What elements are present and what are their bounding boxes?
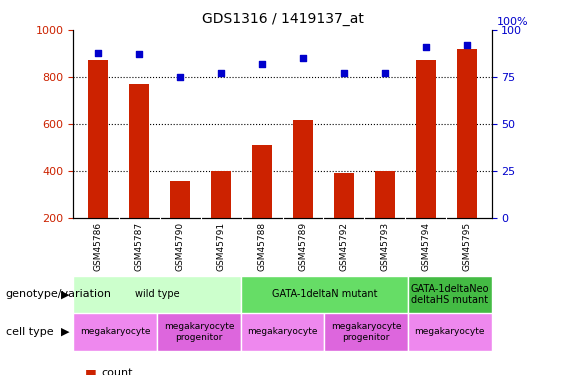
Bar <box>211 171 231 217</box>
Text: 100%: 100% <box>497 17 529 27</box>
Text: GATA-1deltaN mutant: GATA-1deltaN mutant <box>272 290 377 299</box>
Point <box>380 70 389 76</box>
Text: megakaryocyte: megakaryocyte <box>415 327 485 336</box>
Text: count: count <box>102 368 133 375</box>
Text: GSM45789: GSM45789 <box>298 222 307 271</box>
Bar <box>252 145 272 218</box>
Text: GSM45792: GSM45792 <box>340 222 349 271</box>
Text: ■: ■ <box>85 367 97 375</box>
Point <box>421 44 431 50</box>
Point <box>258 61 267 67</box>
Text: GSM45793: GSM45793 <box>380 222 389 271</box>
Point <box>298 55 307 61</box>
FancyBboxPatch shape <box>157 313 241 351</box>
Text: megakaryocyte: megakaryocyte <box>80 327 150 336</box>
Text: wild type: wild type <box>135 290 179 299</box>
Bar <box>293 120 313 218</box>
Point <box>94 50 103 55</box>
Text: GSM45791: GSM45791 <box>216 222 225 271</box>
Text: GSM45787: GSM45787 <box>134 222 144 271</box>
Bar <box>334 173 354 217</box>
Text: GSM45790: GSM45790 <box>176 222 185 271</box>
Text: GSM45794: GSM45794 <box>421 222 431 271</box>
Bar <box>88 60 108 217</box>
Bar <box>170 181 190 218</box>
Text: megakaryocyte
progenitor: megakaryocyte progenitor <box>331 322 401 342</box>
Text: GSM45788: GSM45788 <box>258 222 267 271</box>
Text: ▶: ▶ <box>60 327 69 337</box>
Text: megakaryocyte: megakaryocyte <box>247 327 318 336</box>
Point <box>340 70 349 76</box>
Point <box>216 70 225 76</box>
FancyBboxPatch shape <box>408 276 492 313</box>
FancyBboxPatch shape <box>73 313 157 351</box>
FancyBboxPatch shape <box>408 313 492 351</box>
Bar <box>457 49 477 217</box>
Text: ▶: ▶ <box>60 290 69 299</box>
FancyBboxPatch shape <box>241 276 408 313</box>
Text: genotype/variation: genotype/variation <box>6 290 112 299</box>
Text: GATA-1deltaNeo
deltaHS mutant: GATA-1deltaNeo deltaHS mutant <box>411 284 489 305</box>
FancyBboxPatch shape <box>324 313 408 351</box>
FancyBboxPatch shape <box>73 276 241 313</box>
Bar <box>416 60 436 217</box>
Title: GDS1316 / 1419137_at: GDS1316 / 1419137_at <box>202 12 363 26</box>
FancyBboxPatch shape <box>241 313 324 351</box>
Text: GSM45795: GSM45795 <box>463 222 471 271</box>
Text: cell type: cell type <box>6 327 53 337</box>
Point <box>176 74 185 80</box>
Point <box>134 51 144 57</box>
Point <box>462 42 471 48</box>
Bar <box>129 84 149 218</box>
Text: GSM45786: GSM45786 <box>94 222 102 271</box>
Bar <box>375 171 396 217</box>
Text: megakaryocyte
progenitor: megakaryocyte progenitor <box>164 322 234 342</box>
